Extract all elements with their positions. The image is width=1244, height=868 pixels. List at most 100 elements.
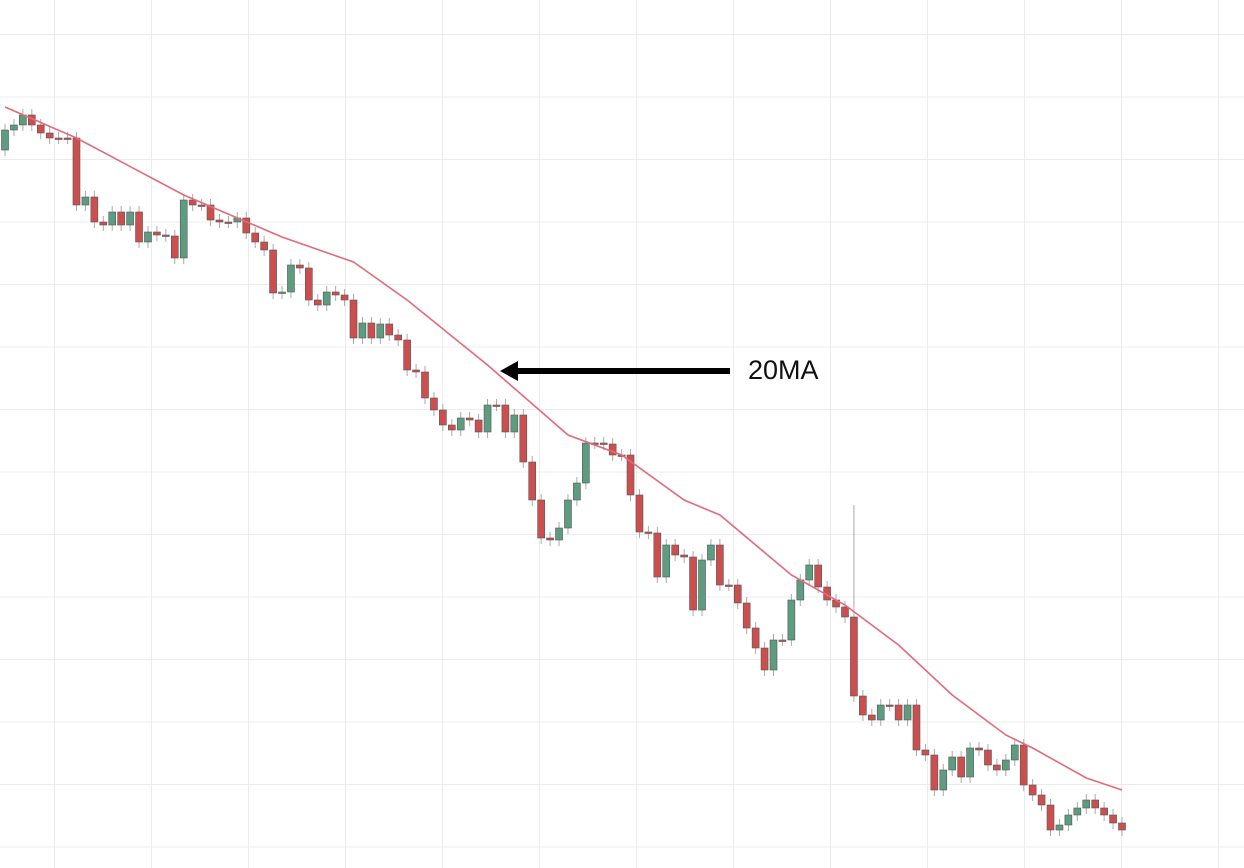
candle-body (10, 124, 18, 131)
candle-body (885, 704, 894, 707)
candle-body (90, 196, 99, 223)
candle-body (653, 532, 662, 578)
candle-body (599, 442, 608, 445)
candle-body (296, 264, 304, 269)
candle-body (331, 291, 340, 296)
candle-body (1037, 794, 1046, 806)
candle-body (787, 599, 796, 641)
candle-body (1118, 822, 1126, 831)
candle-body (555, 527, 563, 541)
candle-body (948, 756, 957, 771)
candle-body (54, 137, 63, 140)
candle-body (573, 482, 581, 501)
candle-body (1, 129, 9, 151)
candle-body (1082, 799, 1091, 809)
candle-body (1010, 744, 1019, 761)
candle-body (278, 291, 286, 294)
candle-body (903, 704, 912, 721)
candle-body (912, 704, 921, 751)
candle-body (349, 299, 358, 339)
candle-body (742, 602, 751, 629)
candle-body (867, 714, 876, 721)
candle-body (644, 531, 653, 534)
candle-body (117, 211, 125, 226)
candle-body (966, 747, 974, 778)
candle-body (796, 579, 805, 601)
candle-body (1019, 744, 1028, 786)
candle-body (662, 544, 671, 578)
candle-body (626, 454, 635, 496)
candle-body (546, 537, 554, 541)
candle-body (975, 747, 983, 751)
candle-body (725, 584, 733, 587)
candle-body (1091, 799, 1099, 809)
candle-body (421, 371, 429, 399)
candle-body (859, 695, 867, 716)
candle-body (305, 267, 313, 301)
candle-body (72, 137, 81, 206)
candle-body (287, 264, 295, 293)
candle-body (1046, 804, 1055, 831)
candle-body (582, 442, 590, 484)
candle-body (153, 231, 161, 236)
candle-body (841, 606, 849, 618)
candle-body (465, 417, 474, 421)
candle-body (528, 461, 537, 501)
candle-body (135, 211, 143, 243)
arrow-head (500, 361, 518, 381)
moving-average-line (4, 106, 1123, 791)
candle-body (984, 749, 992, 766)
candle-body (921, 749, 930, 756)
candle-body (510, 414, 519, 433)
candle-body (215, 219, 224, 223)
candle-body (733, 584, 742, 604)
candle-body (805, 564, 814, 581)
candle-body (340, 294, 349, 301)
candle-body (126, 211, 134, 226)
candle-body (367, 322, 376, 339)
candle-body (242, 217, 251, 234)
candle-body (760, 647, 769, 671)
candle-body (179, 199, 188, 259)
candle-body (537, 499, 545, 539)
candle-body (1055, 824, 1064, 831)
candle-body (394, 334, 402, 341)
candle-body (99, 221, 108, 226)
candle-body (376, 323, 385, 339)
candle-body (519, 414, 528, 463)
candle-body (814, 564, 822, 588)
candle-body (939, 769, 948, 791)
annotation: 20MA (748, 355, 819, 385)
candle-body (456, 417, 465, 431)
candle-body (680, 554, 688, 558)
candle-body (707, 544, 715, 561)
candle-body (269, 249, 277, 294)
candle-body (36, 124, 45, 134)
candle-body (322, 291, 331, 306)
candle-body (1064, 814, 1073, 826)
candle-body (1073, 807, 1082, 816)
candle-body (778, 639, 787, 642)
candle-body (197, 204, 206, 207)
candle-body (162, 234, 170, 237)
candle-body (188, 199, 197, 206)
candle-body (430, 397, 438, 411)
candle-body (850, 616, 858, 697)
candle-body (930, 754, 939, 791)
candle-body (564, 499, 572, 529)
candle-body (876, 704, 885, 721)
candle-body (385, 323, 394, 336)
candle-body (671, 544, 680, 556)
candle-body (45, 132, 54, 139)
candle-body (1028, 784, 1037, 796)
candle-body (1002, 759, 1010, 771)
candle-body (993, 764, 1001, 771)
candle-body (251, 232, 260, 243)
candle-body (1109, 814, 1117, 824)
candle-body (260, 241, 268, 251)
candle-body (439, 409, 447, 426)
candle-body (474, 419, 483, 433)
candle-body (313, 299, 322, 306)
candle-body (358, 322, 367, 339)
